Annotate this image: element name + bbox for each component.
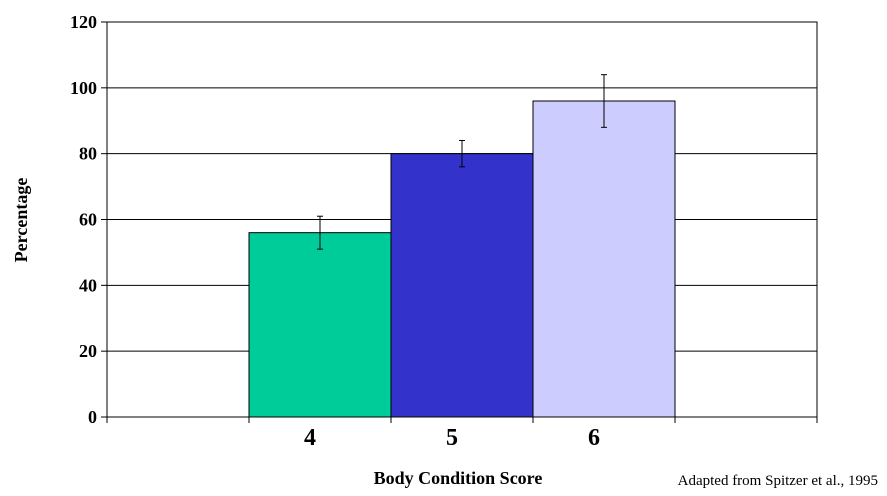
y-tick-label: 40 <box>79 275 97 295</box>
source-note: Adapted from Spitzer et al., 1995 <box>677 473 878 489</box>
y-tick-label: 60 <box>79 210 97 230</box>
bars <box>248 100 676 418</box>
bar-6 <box>532 100 676 418</box>
x-tick-label-5: 5 <box>446 425 458 451</box>
y-tick-label: 80 <box>79 144 97 164</box>
x-tick-label-6: 6 <box>588 425 600 451</box>
y-tick-label: 20 <box>79 341 97 361</box>
bar-4 <box>248 232 392 418</box>
y-tick-label: 100 <box>70 78 97 98</box>
x-axis-ticks: 4 5 6 <box>106 417 818 451</box>
y-tick-label: 0 <box>88 407 97 427</box>
x-tick-label-4: 4 <box>304 425 316 451</box>
error-bars <box>317 74 607 250</box>
x-axis-title: Body Condition Score <box>374 468 543 488</box>
y-axis-ticks: 0 20 40 60 80 100 120 <box>70 12 107 427</box>
y-tick-label: 120 <box>70 12 97 32</box>
y-axis-title: Percentage <box>11 178 31 263</box>
bar-5 <box>390 153 534 418</box>
